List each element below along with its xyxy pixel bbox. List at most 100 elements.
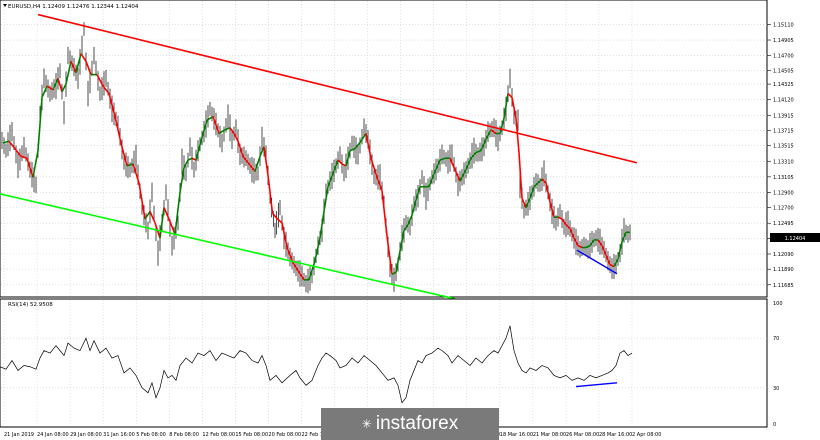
moving-average-segment	[163, 207, 170, 220]
logo-icon: ✳	[361, 417, 372, 431]
moving-average-segment	[102, 85, 110, 95]
moving-average-segment	[2, 140, 10, 144]
moving-average-segment	[354, 140, 362, 150]
caret-down-icon	[3, 4, 7, 7]
moving-average-segment	[376, 176, 383, 191]
rsi-tick-label: 0	[773, 422, 776, 428]
moving-average-segment	[65, 61, 72, 85]
y-tick-label: 1.14905	[773, 38, 794, 44]
x-tick-label: 20 Feb 08:00	[268, 432, 301, 438]
lower-channel-line	[0, 193, 456, 300]
y-tick-label: 1.14120	[773, 98, 794, 104]
moving-average-segment	[41, 85, 48, 98]
moving-average-segment	[480, 138, 487, 151]
price-grid	[1, 1, 767, 296]
moving-average-segment	[271, 212, 279, 220]
moving-average-segment	[449, 157, 456, 170]
y-tick-label: 1.14505	[773, 68, 794, 74]
moving-average-segment	[314, 237, 321, 262]
y-tick-label: 1.14700	[773, 54, 794, 60]
moving-average-segment	[537, 178, 543, 184]
moving-average-segment	[286, 247, 294, 264]
rsi-line	[0, 325, 633, 404]
moving-average-segment	[569, 228, 575, 239]
moving-average-segment	[529, 186, 535, 199]
moving-average-segment	[454, 169, 461, 182]
moving-average-segment	[403, 224, 409, 231]
moving-average-segment	[20, 155, 28, 159]
moving-average-segment	[26, 157, 34, 178]
moving-average-segment	[518, 152, 523, 199]
moving-average-segment	[96, 74, 104, 87]
moving-average-segment	[259, 146, 265, 157]
x-tick-label: 18 Mar 16:00	[500, 432, 533, 438]
moving-average-segment	[545, 182, 551, 203]
moving-average-segment	[434, 159, 441, 172]
moving-average-segment	[108, 93, 116, 117]
x-tick-label: 2 Apr 08:00	[632, 432, 661, 438]
moving-average-segment	[490, 129, 497, 135]
moving-average-segment	[233, 133, 239, 142]
moving-average-segment	[248, 163, 256, 173]
moving-average-segment	[503, 93, 509, 119]
moving-average-segment	[549, 201, 555, 218]
moving-average-segment	[605, 254, 611, 265]
moving-average-segment	[589, 239, 595, 247]
moving-average-segment	[577, 244, 583, 249]
moving-average-segment	[515, 118, 520, 153]
y-tick-label: 1.12700	[773, 206, 794, 212]
moving-average-segment	[267, 175, 274, 214]
moving-average-segment	[601, 245, 607, 256]
moving-average-segment	[399, 230, 405, 252]
current-price-label: 1.12404	[785, 236, 806, 242]
moving-average-segment	[281, 222, 288, 248]
moving-average-segment	[565, 224, 571, 230]
moving-average-segment	[573, 237, 579, 247]
price-lines	[0, 13, 638, 300]
moving-average-segment	[391, 271, 397, 275]
x-tick-label: 15 Feb 08:00	[235, 432, 268, 438]
rsi-tick-label: 70	[773, 336, 779, 342]
moving-average-segment	[370, 157, 378, 178]
moving-average-segment	[521, 197, 527, 208]
moving-average-segment	[187, 157, 193, 161]
rsi-title: RSI(14) 52.9508	[8, 302, 53, 308]
moving-average-segment	[263, 146, 269, 176]
moving-average-segment	[114, 116, 122, 144]
x-tick-label: 29 Jan 08:00	[70, 432, 102, 438]
moving-average-segment	[237, 140, 244, 157]
moving-average-segment	[332, 159, 339, 174]
moving-average-segment	[621, 232, 627, 243]
moving-average-segment	[8, 140, 16, 150]
y-tick-label: 1.13105	[773, 175, 794, 181]
instaforex-watermark: ✳ instaforex	[321, 408, 499, 440]
x-tick-label: 21 Jan 2019	[4, 432, 34, 438]
moving-average-segment	[80, 53, 87, 62]
moving-average-segment	[32, 150, 39, 178]
rsi-tick-label: 100	[773, 301, 783, 307]
moving-average-segment	[349, 147, 356, 152]
moving-average-segment	[386, 236, 393, 275]
y-tick-label: 1.13715	[773, 128, 794, 134]
y-tick-label: 1.12495	[773, 221, 794, 227]
moving-average-segment	[126, 163, 134, 167]
moving-average-segment	[360, 133, 367, 142]
moving-average-segment	[511, 97, 517, 119]
moving-average-segment	[61, 83, 67, 93]
moving-average-segment	[218, 129, 226, 135]
y-tick-label: 1.13310	[773, 159, 794, 165]
x-tick-label: 5 Feb 08:00	[136, 432, 166, 438]
moving-average-segment	[298, 271, 305, 281]
moving-average-segment	[149, 211, 156, 224]
x-tick-label: 21 Mar 08:00	[533, 432, 566, 438]
y-tick-label: 1.12900	[773, 190, 794, 196]
moving-average-segment	[337, 159, 343, 165]
moving-average-segment	[613, 258, 619, 267]
moving-average-segment	[159, 207, 165, 239]
y-tick-label: 1.11890	[773, 267, 794, 273]
moving-average-segment	[229, 127, 235, 134]
moving-average-segment	[561, 218, 567, 226]
moving-average-segment	[327, 173, 334, 188]
moving-average-segment	[308, 260, 316, 281]
